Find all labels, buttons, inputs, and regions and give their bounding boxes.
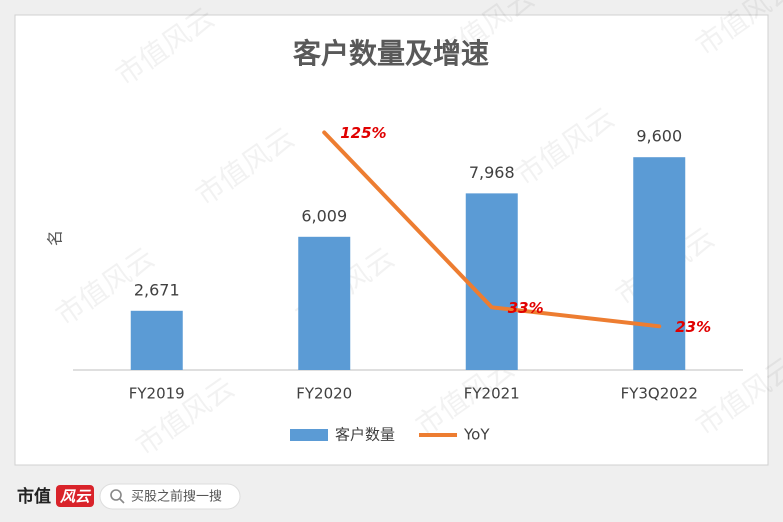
bar <box>465 193 518 370</box>
chart-title: 客户数量及增速 <box>293 37 489 70</box>
legend-label: 客户数量 <box>335 426 395 444</box>
x-tick-label: FY2021 <box>464 385 520 403</box>
search-icon-handle <box>119 498 125 504</box>
search-text: 买股之前搜一搜 <box>131 489 222 505</box>
footer-logo: 风云 <box>59 488 92 506</box>
x-tick-label: FY3Q2022 <box>621 385 698 403</box>
x-tick-label: FY2020 <box>296 385 352 403</box>
bar <box>130 310 183 370</box>
line-value-label: 23% <box>675 318 711 336</box>
bar-value-label: 2,671 <box>134 280 180 299</box>
line-value-label: 33% <box>508 299 544 317</box>
x-tick-label: FY2019 <box>129 385 185 403</box>
legend-swatch <box>290 429 328 441</box>
search-icon <box>110 489 122 501</box>
y-axis-label: 名 <box>46 230 65 246</box>
bar <box>298 236 351 370</box>
bar <box>633 157 686 370</box>
bar-value-label: 7,968 <box>469 163 515 182</box>
bar-value-label: 9,600 <box>636 127 682 146</box>
footer-logo-box <box>56 485 94 507</box>
bar-value-label: 6,009 <box>301 206 347 225</box>
line <box>322 130 662 329</box>
legend: 客户数量 YoY <box>290 426 490 444</box>
plot: FY2019 FY2020 FY2021 FY3Q2022 2,671 6,009 7,96… <box>73 124 743 403</box>
line-value-label: 125% <box>340 124 386 142</box>
search-box[interactable] <box>99 483 241 510</box>
footer-brand: 市值 <box>17 486 51 507</box>
legend-label: YoY <box>463 426 490 444</box>
